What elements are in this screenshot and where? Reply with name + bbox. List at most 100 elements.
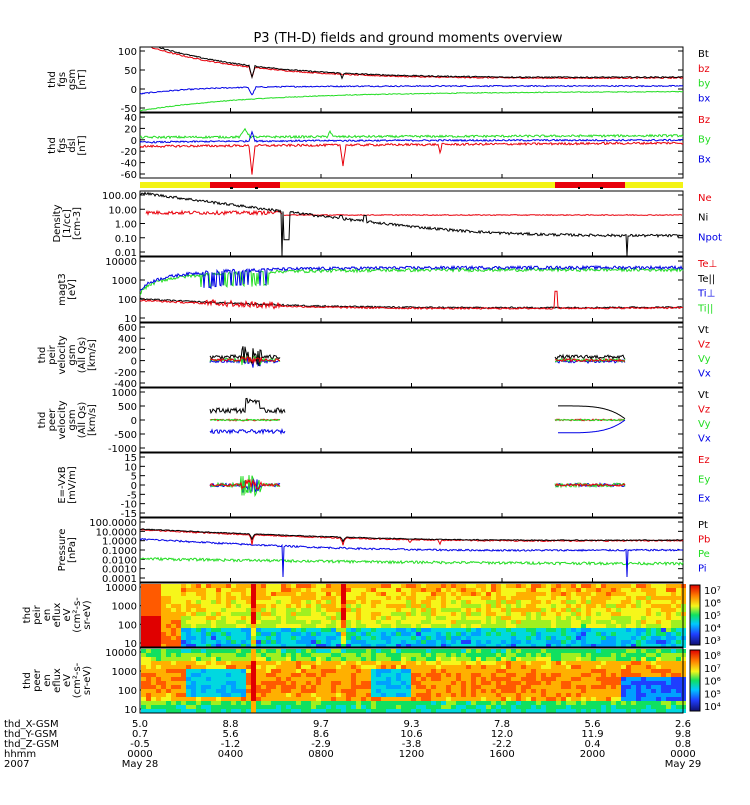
spectrogram-cell [476, 604, 481, 608]
spectrogram-cell [471, 673, 476, 677]
spectrogram-cell [296, 689, 301, 693]
spectrogram-cell [221, 644, 226, 648]
spectrogram-cell [591, 600, 596, 604]
spectrogram-cell [631, 673, 636, 677]
spectrogram-cell [571, 592, 576, 596]
spectrogram-cell [661, 697, 666, 701]
spectrogram-cell [176, 600, 181, 604]
spectrogram-cell [421, 628, 426, 632]
spectrogram-cell [666, 689, 671, 693]
spectrogram-cell [441, 681, 446, 685]
spectrogram-cell [656, 632, 661, 636]
spectrogram-cell [471, 657, 476, 661]
spectrogram-cell [486, 649, 491, 653]
spectrogram-cell [516, 653, 521, 657]
spectrogram-cell [301, 628, 306, 632]
spectrogram-cell [326, 665, 331, 669]
spectrogram-cell [266, 584, 271, 588]
trace-peer-velocity-Vy [209, 418, 626, 422]
spectrogram-cell [141, 661, 146, 665]
spectrogram-cell [621, 616, 626, 620]
spectrogram-cell [341, 628, 346, 632]
spectrogram-cell [551, 693, 556, 697]
spectrogram-cell [511, 709, 516, 713]
spectrogram-cell [246, 709, 251, 713]
spectrogram-cell [316, 588, 321, 592]
spectrogram-cell [236, 616, 241, 620]
spectrogram-cell [261, 685, 266, 689]
spectrogram-cell [316, 697, 321, 701]
spectrogram-cell [581, 689, 586, 693]
spectrogram-cell [621, 649, 626, 653]
spectrogram-cell [661, 620, 666, 624]
spectrogram-cell [636, 685, 641, 689]
spectrogram-cell [671, 677, 676, 681]
spectrogram-cell [246, 628, 251, 632]
spectrogram-cell [641, 649, 646, 653]
spectrogram-cell [316, 600, 321, 604]
spectrogram-cell [521, 705, 526, 709]
spectrogram-cell [256, 596, 261, 600]
spectrogram-cell [236, 677, 241, 681]
spectrogram-cell [171, 693, 176, 697]
spectrogram-cell [156, 588, 161, 592]
y-tick-label-peer-velocity: 1000 [112, 388, 137, 399]
spectrogram-cell [666, 624, 671, 628]
spectrogram-cell [186, 616, 191, 620]
spectrogram-cell [451, 616, 456, 620]
spectrogram-cell [316, 624, 321, 628]
spectrogram-cell [306, 608, 311, 612]
y-axis-label-temperature: magt3 [57, 273, 68, 306]
spectrogram-cell [406, 697, 411, 701]
spectrogram-cell [631, 657, 636, 661]
spectrogram-cell [251, 644, 256, 648]
spectrogram-cell [471, 620, 476, 624]
spectrogram-cell [506, 669, 511, 673]
spectrogram-cell [336, 661, 341, 665]
spectrogram-cell [311, 640, 316, 644]
spectrogram-cell [486, 709, 491, 713]
spectrogram-cell [361, 677, 366, 681]
spectrogram-cell [146, 592, 151, 596]
spectrogram-cell [636, 596, 641, 600]
spectrogram-cell [336, 592, 341, 596]
spectrogram-cell [436, 677, 441, 681]
spectrogram-cell [581, 705, 586, 709]
spectrogram-cell [286, 604, 291, 608]
legend-peer-velocity-2: Vy [698, 419, 711, 430]
spectrogram-cell [271, 657, 276, 661]
spectrogram-cell [451, 620, 456, 624]
spectrogram-cell [516, 616, 521, 620]
spectrogram-cell [156, 649, 161, 653]
spectrogram-cell [341, 608, 346, 612]
spectrogram-cell [411, 697, 416, 701]
colorbar-label-peir-spec: 10⁶ [704, 599, 721, 610]
colorbar-label-peer-spec: 10⁵ [704, 689, 721, 700]
spectrogram-cell [196, 673, 201, 677]
legend-peir-velocity-2: Vy [698, 354, 711, 365]
y-axis-label-fgs-gsm: gsm [67, 69, 78, 90]
spectrogram-cell [211, 701, 216, 705]
spectrogram-cell [661, 689, 666, 693]
spectrogram-cell [566, 644, 571, 648]
spectrogram-cell [531, 681, 536, 685]
spectrogram-cell [321, 584, 326, 588]
spectrogram-cell [651, 640, 656, 644]
spectrogram-cell [611, 657, 616, 661]
spectrogram-cell [241, 628, 246, 632]
spectrogram-cell [636, 665, 641, 669]
spectrogram-cell [421, 681, 426, 685]
spectrogram-cell [581, 701, 586, 705]
spectrogram-cell [646, 608, 651, 612]
spectrogram-cell [421, 673, 426, 677]
spectrogram-cell [231, 689, 236, 693]
spectrogram-cell [601, 608, 606, 612]
spectrogram-cell [441, 620, 446, 624]
spectrogram-cell [516, 628, 521, 632]
spectrogram-cell [321, 612, 326, 616]
spectrogram-cell [301, 584, 306, 588]
spectrogram-cell [386, 669, 391, 673]
y-axis-label-efield: [mV/m] [67, 466, 78, 504]
spectrogram-cell [386, 693, 391, 697]
panel-frame-peir-velocity [139, 322, 684, 388]
